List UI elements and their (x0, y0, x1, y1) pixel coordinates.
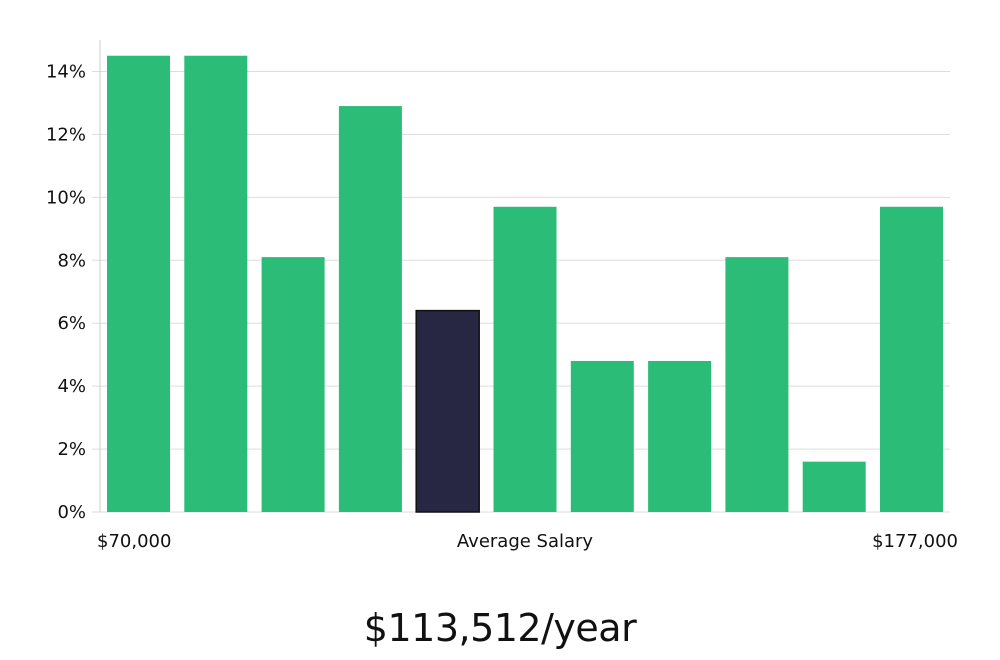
x-label-max: $177,000 (872, 531, 958, 552)
bar (648, 360, 712, 512)
bar (880, 206, 943, 513)
bar (570, 360, 634, 512)
bar (802, 461, 866, 512)
bar (493, 206, 557, 513)
bar (261, 257, 325, 512)
y-tick-label: 8% (57, 250, 86, 271)
bar (184, 55, 248, 512)
bar (725, 257, 789, 512)
y-tick-label: 4% (57, 376, 86, 397)
bars (107, 55, 943, 513)
y-tick-label: 6% (57, 313, 86, 334)
y-tick-label: 12% (46, 124, 86, 145)
y-tick-label: 10% (46, 187, 86, 208)
x-label-min: $70,000 (97, 531, 171, 552)
salary-distribution-chart: 0% 2% 4% 6% 8% 10% 12% 14% $70,000 Average Sala… (46, 40, 958, 552)
y-tick-label: 2% (57, 439, 86, 460)
y-tick-label: 0% (57, 502, 86, 523)
bar (338, 106, 402, 512)
average-salary-value: $113,512/year (363, 606, 637, 650)
bar-average-salary (415, 309, 480, 513)
bar (107, 55, 170, 512)
x-label-average: Average Salary (457, 531, 594, 552)
y-axis-ticks: 0% 2% 4% 6% 8% 10% 12% 14% (46, 61, 86, 523)
y-tick-label: 14% (46, 61, 86, 82)
x-axis-labels: $70,000 Average Salary $177,000 (97, 531, 958, 552)
